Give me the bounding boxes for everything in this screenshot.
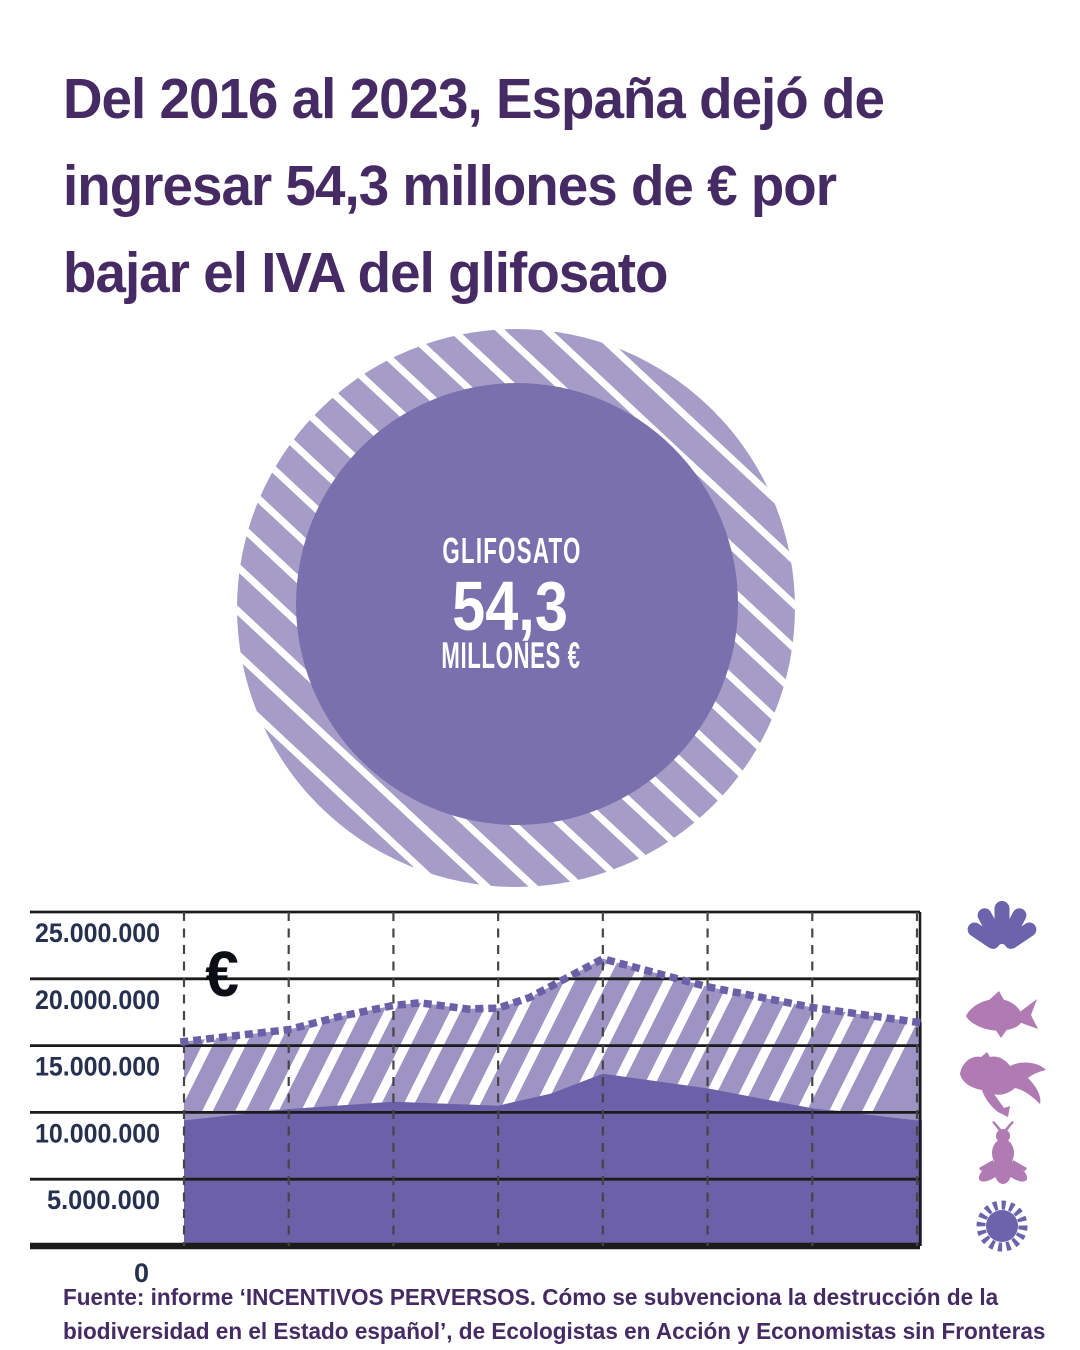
title-line-3: bajar el IVA del glifosato <box>63 241 668 305</box>
chart-dotted-line <box>179 954 926 1046</box>
chart-areas <box>184 958 922 1246</box>
chart-gridlines <box>30 910 922 1250</box>
source-line-2: biodiversidad en el Estado español’, de … <box>63 1318 1046 1344</box>
svg-text:20.000.000: 20.000.000 <box>35 985 160 1015</box>
chart-axis-labels: 25.000.000 20.000.000 15.000.000 10.000.000… <box>35 918 160 1288</box>
source-note: Fuente: informe ‘INCENTIVOS PERVERSOS. C… <box>63 1280 1045 1348</box>
svg-text:10.000.000: 10.000.000 <box>35 1118 160 1148</box>
page-title: Del 2016 al 2023, España dejó de ingresa… <box>63 56 885 317</box>
title-line-1: Del 2016 al 2023, España dejó de <box>63 67 885 131</box>
sun-icon <box>976 1200 1028 1252</box>
swallow-icon <box>960 1052 1046 1117</box>
fly-icon <box>978 1121 1028 1184</box>
source-line-1: Fuente: informe ‘INCENTIVOS PERVERSOS. C… <box>63 1284 999 1310</box>
donut-inner-circle <box>296 383 738 825</box>
fish-icon <box>966 991 1038 1038</box>
area-chart: 25.000.000 20.000.000 15.000.000 10.000.000… <box>30 910 926 1288</box>
donut-graphic: GLIFOSATO 54,3 MILLONES € <box>237 329 795 887</box>
donut-unit: MILLONES € <box>441 635 580 676</box>
svg-text:25.000.000: 25.000.000 <box>35 918 160 948</box>
svg-text:15.000.000: 15.000.000 <box>35 1052 160 1082</box>
donut-label: GLIFOSATO <box>442 532 581 572</box>
coral-icon <box>967 901 1037 949</box>
svg-text:0: 0 <box>134 1258 149 1288</box>
euro-symbol-label: € <box>205 939 239 1011</box>
species-icons <box>960 901 1046 1252</box>
donut-value: 54,3 <box>452 566 568 645</box>
svg-text:5.000.000: 5.000.000 <box>47 1185 160 1215</box>
title-line-2: ingresar 54,3 millones de € por <box>63 154 837 218</box>
